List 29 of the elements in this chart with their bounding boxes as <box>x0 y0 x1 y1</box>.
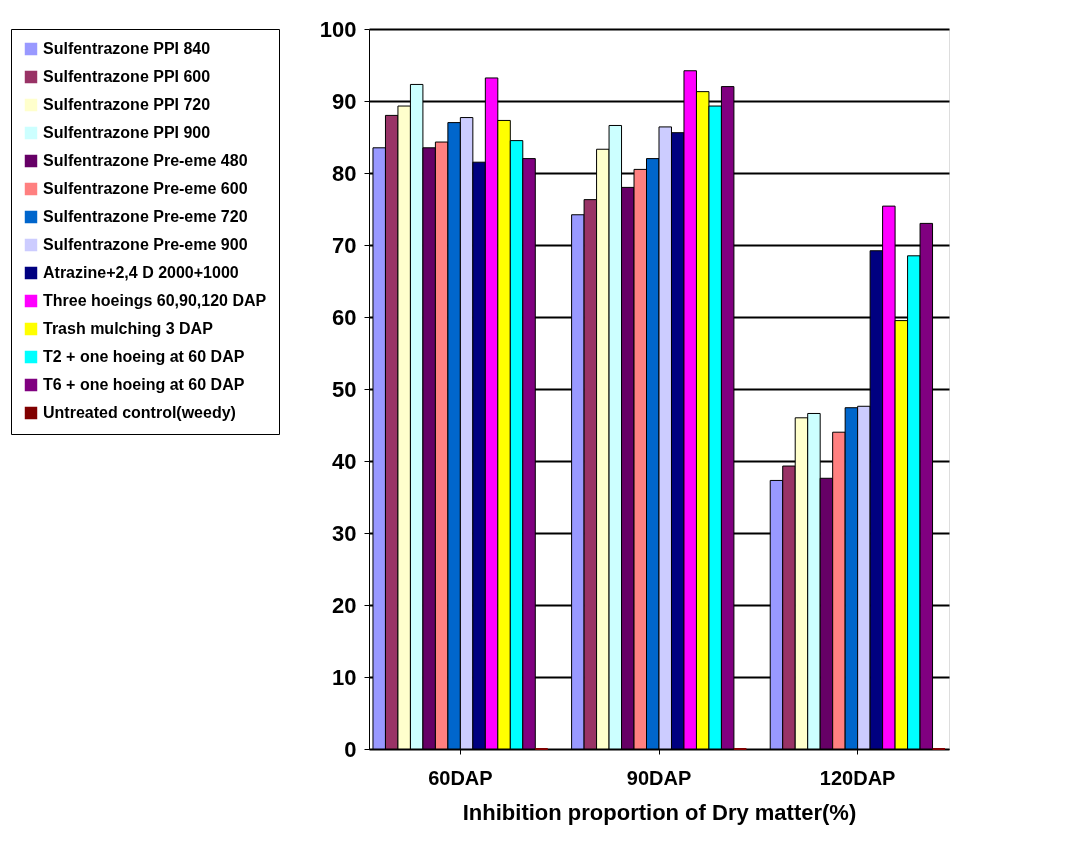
legend-label: Three hoeings 60,90,120 DAP <box>43 292 267 309</box>
y-tick-label: 90 <box>332 88 357 114</box>
y-tick-label: 80 <box>332 160 357 186</box>
legend-label: Sulfentrazone Pre-eme 480 <box>43 152 248 169</box>
x-tick-label: 120DAP <box>819 766 896 789</box>
legend-label: Sulfentrazone PPI 840 <box>43 40 211 57</box>
y-tick-label: 10 <box>332 664 357 690</box>
x-tick-label: 90DAP <box>626 766 692 789</box>
y-tick-label: 70 <box>332 232 357 258</box>
x-tick-label: 60DAP <box>428 766 493 789</box>
legend-label: Sulfentrazone Pre-eme 900 <box>43 236 248 253</box>
legend-label: T2 + one hoeing at 60 DAP <box>43 348 245 365</box>
legend-label: Untreated control(weedy) <box>43 404 236 421</box>
legend-label: T6 + one hoeing at 60 DAP <box>43 376 245 393</box>
y-tick-label: 100 <box>319 16 357 42</box>
legend-label: Atrazine+2,4 D 2000+1000 <box>43 264 239 281</box>
x-axis-title: Inhibition proportion of Dry matter(%) <box>462 799 857 825</box>
y-tick-label: 50 <box>332 376 357 402</box>
legend-label: Trash mulching 3 DAP <box>43 320 214 337</box>
legend-label: Sulfentrazone PPI 900 <box>43 124 211 141</box>
y-tick-label: 20 <box>332 592 357 618</box>
legend-label: Sulfentrazone PPI 600 <box>43 68 211 85</box>
y-tick-label: 30 <box>332 520 357 546</box>
legend-label: Sulfentrazone PPI 720 <box>43 96 211 113</box>
legend-label: Sulfentrazone Pre-eme 600 <box>43 180 248 197</box>
y-tick-label: 0 <box>344 736 357 762</box>
y-tick-label: 60 <box>332 304 357 330</box>
legend-label: Sulfentrazone Pre-eme 720 <box>43 208 248 225</box>
y-tick-label: 40 <box>332 448 357 474</box>
